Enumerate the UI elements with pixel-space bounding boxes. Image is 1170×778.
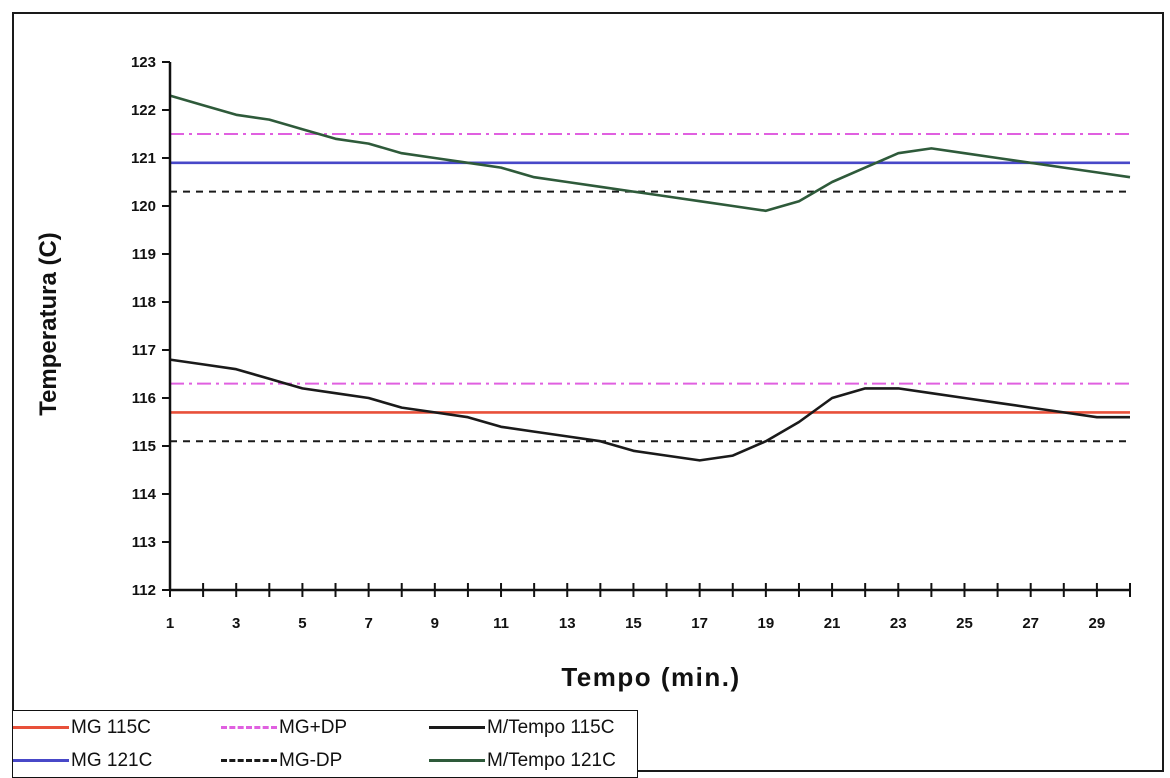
legend-row: MG 121C MG-DP M/Tempo 121C: [13, 744, 637, 777]
y-tick-label: 119: [132, 246, 156, 263]
legend-item-mg-115c: MG 115C: [13, 711, 221, 744]
y-tick-label: 116: [132, 390, 156, 407]
y-tick-label: 117: [132, 342, 156, 359]
legend-swatch: [13, 726, 69, 729]
x-tick-label: 19: [758, 615, 775, 632]
legend-swatch: [429, 726, 485, 729]
x-tick-label: 15: [625, 615, 642, 632]
x-tick-label: 29: [1089, 615, 1106, 632]
legend-item-mg-plus-dp: MG+DP: [221, 711, 429, 744]
legend-label: M/Tempo 115C: [487, 716, 615, 738]
y-tick-label: 114: [132, 486, 157, 503]
series-line-m-tempo-121c: [169, 94, 1131, 213]
legend-label: M/Tempo 121C: [487, 749, 616, 771]
x-tick-label: 17: [691, 615, 708, 632]
y-axis-title: Temperatura (C): [35, 232, 62, 416]
x-tick-label: 1: [166, 615, 174, 632]
x-axis-title: Tempo (min.): [561, 662, 740, 692]
y-tick-label: 113: [132, 534, 156, 551]
y-tick-label: 123: [131, 54, 156, 71]
x-tick-label: 9: [431, 615, 439, 632]
legend-swatch: [429, 759, 485, 762]
legend-row: MG 115C MG+DP M/Tempo 115C: [13, 711, 637, 744]
legend-item-m-tempo-121c: M/Tempo 121C: [429, 744, 637, 777]
x-tick-label: 3: [232, 615, 240, 632]
legend-label: MG+DP: [279, 716, 348, 738]
x-tick-label: 27: [1022, 615, 1039, 632]
y-tick-label: 120: [131, 198, 156, 215]
legend-item-m-tempo-115c: M/Tempo 115C: [429, 711, 637, 744]
series-lines: [169, 94, 1131, 462]
x-tick-label: 5: [298, 615, 306, 632]
legend-item-mg-minus-dp: MG-DP: [221, 744, 429, 777]
x-tick-label: 11: [493, 615, 509, 632]
y-tick-label: 122: [131, 102, 156, 119]
x-tick-label: 23: [890, 615, 907, 632]
legend-swatch: [13, 759, 69, 762]
chart-frame: 112 113 114 115 116 117 118 119 120 121 122 123 1 3 5 7…: [12, 12, 1164, 772]
y-tick-label: 115: [132, 438, 156, 455]
legend-item-mg-121c: MG 121C: [13, 744, 221, 777]
legend-swatch: [221, 726, 277, 729]
y-tick-label: 118: [132, 294, 156, 311]
legend-swatch: [221, 759, 277, 762]
y-tick-label: 121: [131, 150, 156, 167]
x-tick-label: 21: [824, 615, 841, 632]
legend-label: MG 115C: [71, 716, 151, 738]
legend-label: MG 121C: [71, 749, 153, 771]
x-tick-label: 25: [956, 615, 973, 632]
x-tick-label: 13: [559, 615, 576, 632]
x-tick-label: 7: [364, 615, 372, 632]
legend-label: MG-DP: [279, 749, 343, 771]
series-line-m-tempo-115c: [169, 358, 1130, 462]
legend: MG 115C MG+DP M/Tempo 115C MG 121C MG-DP…: [12, 710, 638, 778]
y-tick-label: 112: [132, 582, 156, 599]
